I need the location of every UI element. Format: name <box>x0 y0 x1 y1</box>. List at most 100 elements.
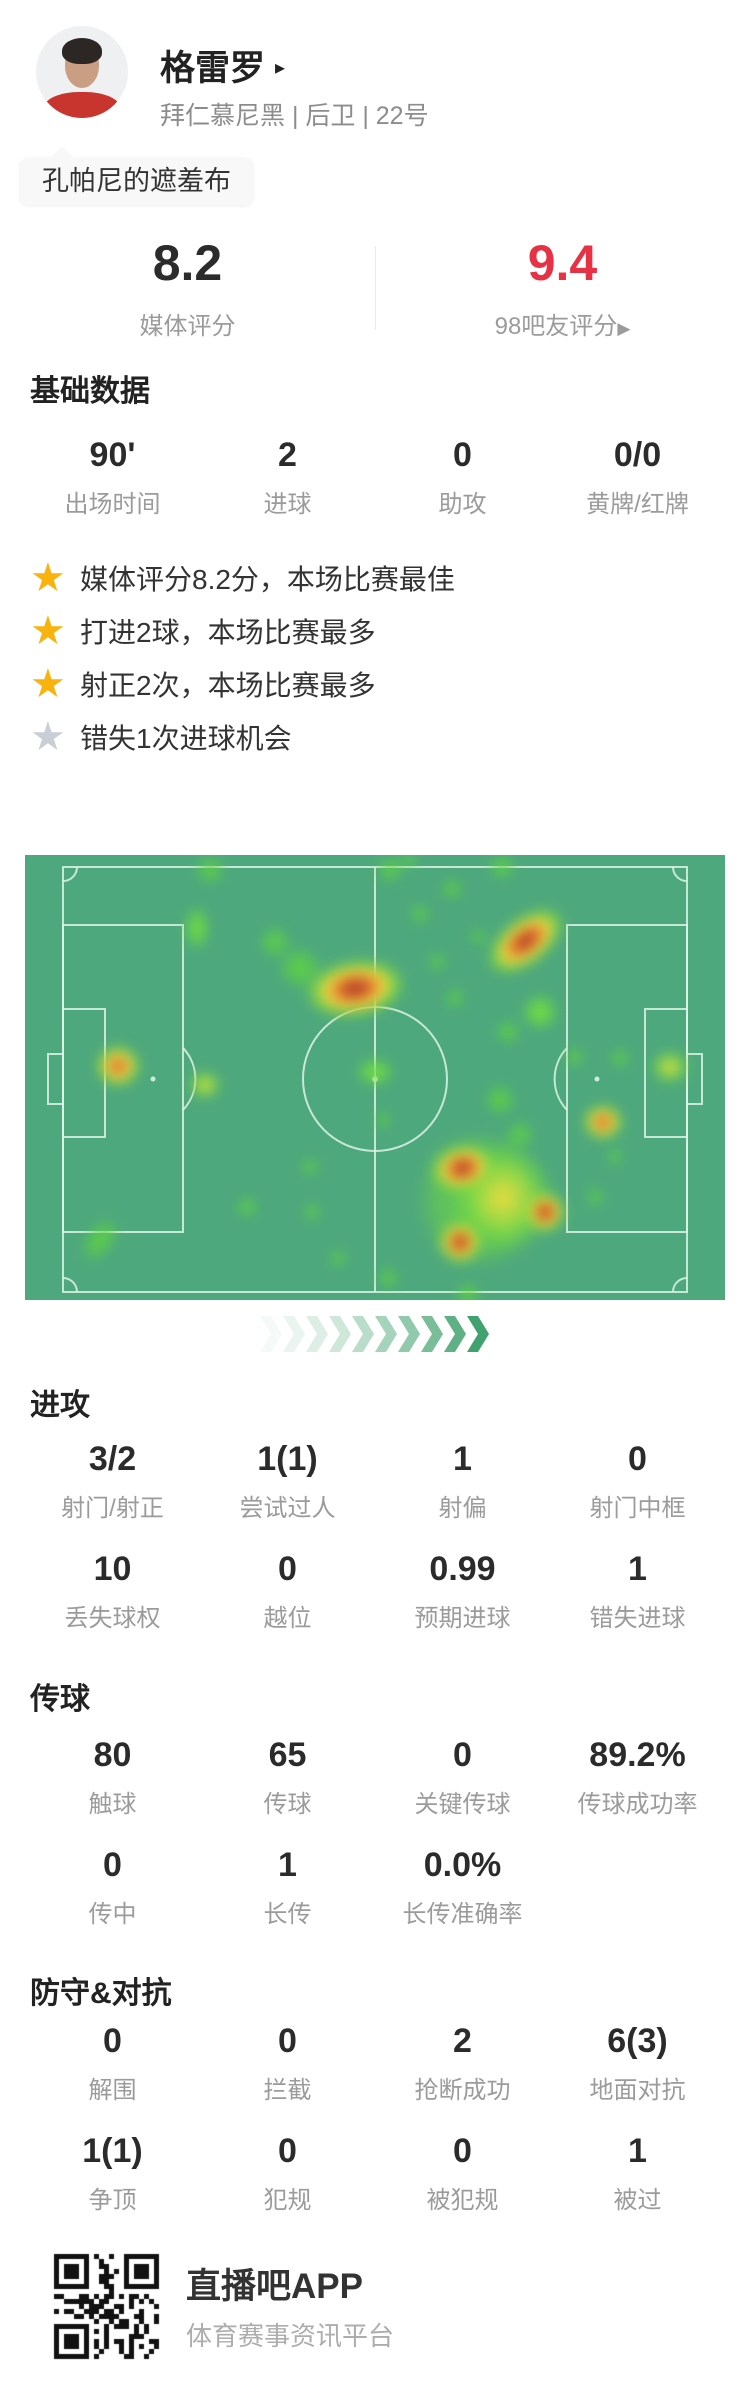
stat-cell: 0 助攻 <box>438 436 487 519</box>
star-icon: ★ <box>30 714 66 759</box>
heat-layer <box>25 855 725 1300</box>
heat-blob <box>450 1277 486 1300</box>
stat-cell: 0 犯规 <box>263 2132 312 2215</box>
vertical-divider <box>375 246 376 330</box>
stat-cell: 1 错失进球 <box>589 1550 686 1633</box>
stat-cell: 0 越位 <box>263 1550 312 1633</box>
heat-blob <box>183 1065 227 1105</box>
passing-stats-grid: 80 触球 65 传球 0 关键传球 89.2% 传球成功率 0 传中 1 长传 0.0% 长… <box>25 1736 725 1929</box>
stat-cell: 1 长传 <box>263 1846 312 1929</box>
stat-cell: 0 解围 <box>88 2022 137 2105</box>
heat-blob <box>518 1185 572 1239</box>
stat-cell: 0 拦截 <box>263 2022 312 2105</box>
highlight-row: ★ 错失1次进球机会 <box>30 714 292 759</box>
fan-rating-value: 9.4 <box>527 235 598 291</box>
chevron-arrow <box>467 1316 489 1352</box>
stat-cell: 1(1) 争顶 <box>82 2132 143 2215</box>
highlight-row: ★ 打进2球，本场比赛最多 <box>30 608 376 653</box>
stat-cell: 89.2% 传球成功率 <box>577 1736 698 1819</box>
heat-blob <box>325 1245 351 1271</box>
highlight-list: ★ 媒体评分8.2分，本场比赛最佳 ★ 打进2球，本场比赛最多 ★ 射正2次，本场比赛… <box>30 551 455 763</box>
heatmap-pitch <box>25 855 725 1300</box>
stat-cell: 90' 出场时间 <box>64 436 161 519</box>
heat-blob <box>371 1108 395 1132</box>
basic-stats-grid: 90' 出场时间 2 进球 0 助攻 0/0 黄牌/红牌 <box>25 436 725 519</box>
player-name: 格雷罗 <box>160 49 266 88</box>
avatar-shirt <box>44 92 120 118</box>
heat-blob <box>644 1044 696 1090</box>
attack-stats-grid: 3/2 射门/射正 1(1) 尝试过人 1 射偏 0 射门中框 10 丢失球权 0 越位 0… <box>25 1440 725 1633</box>
fan-rating: 9.4 98吧友评分▶ <box>375 238 750 341</box>
ratings-row: 8.2 媒体评分 9.4 98吧友评分▶ <box>0 238 750 341</box>
media-rating-value: 8.2 <box>152 235 223 291</box>
heat-blob <box>603 1145 627 1169</box>
chevron-arrow <box>352 1316 374 1352</box>
chevron-arrow <box>398 1316 420 1352</box>
chevron-right-icon: ▶ <box>617 319 631 338</box>
stat-cell: 6(3) 地面对抗 <box>589 2022 686 2105</box>
stat-cell: 65 传球 <box>263 1736 312 1819</box>
chevron-arrows <box>0 1316 750 1352</box>
chevron-arrow <box>375 1316 397 1352</box>
heat-blob <box>441 984 469 1012</box>
star-icon: ★ <box>30 661 66 706</box>
stat-cell: 0/0 黄牌/红牌 <box>586 436 689 519</box>
player-tag-bubble: 孔帕尼的遮羞布 <box>20 146 253 205</box>
section-title-defense: 防守&对抗 <box>30 1977 172 2010</box>
heat-blob <box>232 1192 262 1222</box>
chevron-arrow <box>306 1316 328 1352</box>
heat-blob <box>437 874 467 904</box>
player-team-info: 拜仁慕尼黑 | 后卫 | 22号 <box>160 102 429 130</box>
highlight-row: ★ 媒体评分8.2分，本场比赛最佳 <box>30 555 455 600</box>
heat-blob <box>299 1199 325 1225</box>
stat-cell: 0.0% 长传准确率 <box>402 1846 523 1929</box>
defense-stats-grid: 0 解围 0 拦截 2 抢断成功 6(3) 地面对抗 1(1) 争顶 0 犯规 0 被犯规 1… <box>25 2022 725 2215</box>
stat-cell: 1 射偏 <box>438 1440 487 1523</box>
stat-cell: 0.99 预期进球 <box>414 1550 511 1633</box>
heat-blob <box>397 855 421 872</box>
heat-blob <box>431 1214 489 1270</box>
chevron-arrow <box>260 1316 282 1352</box>
stat-cell: 0 传中 <box>88 1846 137 1929</box>
heat-blob <box>347 1052 403 1092</box>
media-rating: 8.2 媒体评分 <box>0 238 375 341</box>
chevron-arrow <box>283 1316 305 1352</box>
highlight-row: ★ 射正2次，本场比赛最多 <box>30 661 376 706</box>
qr-code <box>48 2248 166 2366</box>
app-slogan: 体育赛事资讯平台 <box>186 2321 395 2351</box>
stat-cell: 10 丢失球权 <box>64 1550 161 1633</box>
stat-cell: 2 抢断成功 <box>414 2022 511 2105</box>
heat-blob <box>561 1043 589 1071</box>
section-title-passing: 传球 <box>30 1683 90 1716</box>
heat-blob <box>373 1263 403 1293</box>
heat-blob <box>297 1154 323 1180</box>
chevron-arrow <box>421 1316 443 1352</box>
chevron-right-icon: ▸ <box>275 57 286 79</box>
stat-cell: 0 射门中框 <box>589 1440 686 1523</box>
star-icon: ★ <box>30 555 66 600</box>
chevron-arrow <box>444 1316 466 1352</box>
heat-blob <box>179 896 215 960</box>
stat-cell: 3/2 射门/射正 <box>61 1440 164 1523</box>
player-name-row[interactable]: 格雷罗 ▸ <box>160 40 285 91</box>
chevron-arrow <box>329 1316 351 1352</box>
heat-blob <box>576 1098 630 1146</box>
heat-blob <box>190 855 230 890</box>
fan-rating-label[interactable]: 98吧友评分▶ <box>494 313 631 340</box>
stat-cell: 1 被过 <box>613 2132 662 2215</box>
app-name: 直播吧APP <box>186 2267 363 2306</box>
section-title-attack: 进攻 <box>30 1389 90 1422</box>
stat-cell: 2 进球 <box>263 436 312 519</box>
star-icon: ★ <box>30 608 66 653</box>
player-avatar[interactable] <box>36 26 128 118</box>
heat-blob <box>582 1184 608 1210</box>
stat-cell: 0 被犯规 <box>426 2132 499 2215</box>
heat-blob <box>88 1038 148 1094</box>
stat-cell: 1(1) 尝试过人 <box>239 1440 336 1523</box>
avatar-hair <box>62 38 102 64</box>
heat-blob <box>63 1199 137 1281</box>
stat-cell <box>550 1846 725 1929</box>
heat-blob <box>484 855 520 885</box>
heat-blob <box>491 1015 525 1049</box>
